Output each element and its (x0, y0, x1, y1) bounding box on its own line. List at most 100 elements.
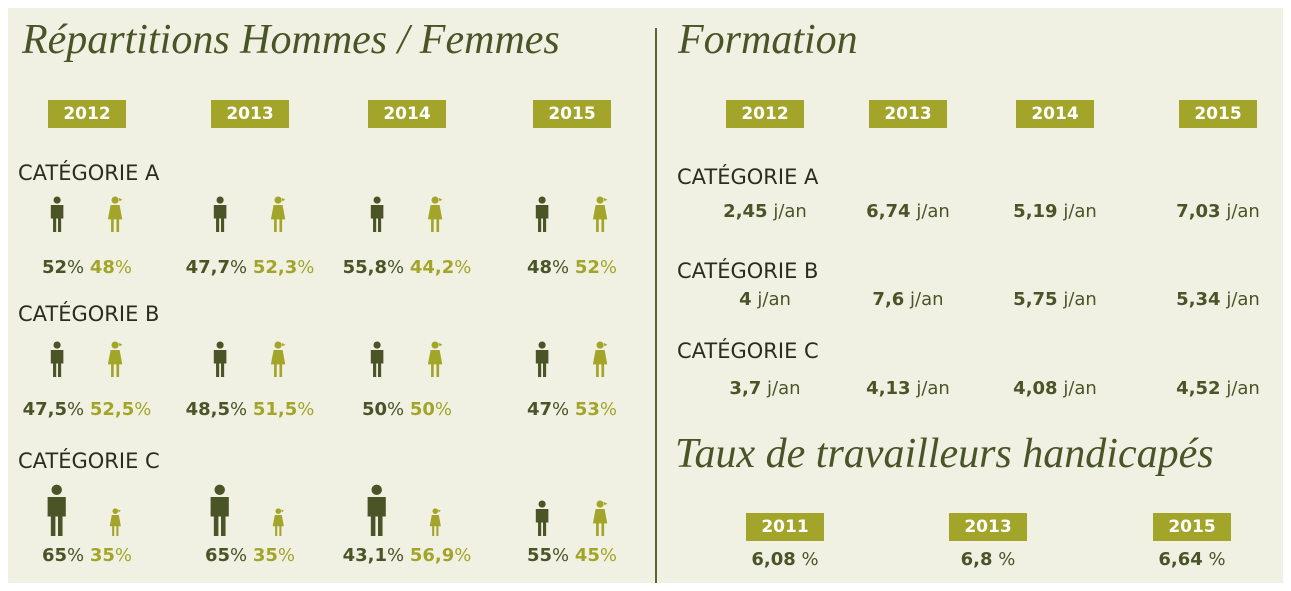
percent-pair: 47,7% 52,3% (186, 257, 315, 278)
percent-pair: 48,5% 51,5% (186, 399, 315, 420)
women-percent: 35 (89, 545, 115, 566)
women-percent: 52,3 (252, 257, 298, 278)
woman-icon (427, 341, 443, 377)
unit: % (67, 545, 85, 566)
unit: % (230, 257, 248, 278)
women-percent: 52,5 (89, 399, 135, 420)
unit: % (230, 399, 248, 420)
days: 7,6 (872, 289, 905, 310)
men-percent: 48,5 (185, 399, 231, 420)
unit: j/an (916, 378, 950, 399)
unit: j/an (767, 378, 801, 399)
days: 5,19 (1013, 201, 1058, 222)
women-percent: 51,5 (252, 399, 298, 420)
days: 5,34 (1176, 289, 1221, 310)
days: 4 (739, 289, 752, 310)
unit: % (552, 399, 570, 420)
unit: % (277, 545, 296, 566)
unit: % (434, 399, 453, 420)
unit: % (1208, 549, 1226, 570)
unit: j/an (757, 289, 791, 310)
unit: % (387, 399, 405, 420)
unit: % (387, 545, 405, 566)
men-percent: 52 (41, 257, 68, 278)
days: 3,7 (729, 378, 762, 399)
unit: % (297, 399, 315, 420)
unit: j/an (1063, 201, 1097, 222)
unit: j/an (1226, 289, 1260, 310)
percent-pair: 65% 35% (42, 545, 132, 566)
men-percent: 47,7 (185, 257, 231, 278)
section-title: Répartitions Hommes / Femmes (22, 17, 560, 63)
training-value: 7,6 j/an (872, 289, 943, 310)
category-label: CATÉGORIE A (18, 161, 160, 185)
men-percent: 48 (526, 257, 553, 278)
training-value: 2,45 j/an (723, 201, 807, 222)
man-icon (535, 500, 549, 536)
woman-icon (107, 341, 123, 377)
women-percent: 44,2 (409, 257, 455, 278)
unit: % (599, 257, 618, 278)
year-badge: 2014 (1016, 100, 1094, 128)
days: 7,03 (1176, 201, 1221, 222)
men-percent: 47 (526, 399, 553, 420)
unit: j/an (1063, 378, 1097, 399)
category-label: CATÉGORIE B (18, 302, 160, 326)
percent-pair: 48% 52% (527, 257, 617, 278)
woman-icon (272, 508, 284, 536)
women-percent: 50 (409, 399, 435, 420)
man-icon (367, 484, 387, 536)
days: 4,52 (1176, 378, 1221, 399)
percent-pair: 55,8% 44,2% (343, 257, 472, 278)
man-icon (535, 341, 549, 377)
training-value: 3,7 j/an (729, 378, 800, 399)
woman-icon (109, 508, 121, 536)
days: 2,45 (723, 201, 768, 222)
unit: % (599, 399, 618, 420)
woman-icon (592, 341, 608, 377)
men-percent: 55 (526, 545, 553, 566)
section-title: Taux de travailleurs handicapés (675, 431, 1214, 477)
year-badge: 2015 (1153, 513, 1231, 541)
rate: 6,08 (751, 549, 796, 570)
days: 5,75 (1013, 289, 1058, 310)
training-value: 5,34 j/an (1176, 289, 1260, 310)
panel: Répartitions Hommes / Femmes 2012 2013 2014… (8, 8, 1283, 583)
man-icon (370, 341, 384, 377)
category-label: CATÉGORIE C (677, 339, 819, 363)
unit: % (454, 545, 472, 566)
woman-icon (270, 196, 286, 232)
unit: % (230, 545, 248, 566)
year-badge: 2015 (533, 100, 611, 128)
year-badge: 2014 (368, 100, 446, 128)
percent-pair: 47,5% 52,5% (23, 399, 152, 420)
woman-icon (107, 196, 123, 232)
unit: % (454, 257, 472, 278)
unit: j/an (910, 289, 944, 310)
unit: % (67, 257, 85, 278)
unit: % (67, 399, 85, 420)
training-value: 4,52 j/an (1176, 378, 1260, 399)
unit: j/an (1226, 201, 1260, 222)
unit: % (552, 545, 570, 566)
man-icon (535, 196, 549, 232)
year-badge: 2012 (726, 100, 804, 128)
year-badge: 2011 (746, 513, 824, 541)
unit: % (801, 549, 819, 570)
percent-pair: 65% 35% (205, 545, 295, 566)
category-label: CATÉGORIE C (18, 449, 160, 473)
training-value: 4 j/an (739, 289, 791, 310)
man-icon (370, 196, 384, 232)
rate-value: 6,08 % (751, 549, 818, 570)
unit: % (998, 549, 1016, 570)
year-badge: 2013 (211, 100, 289, 128)
unit: j/an (916, 201, 950, 222)
unit: % (387, 257, 405, 278)
category-label: CATÉGORIE B (677, 259, 819, 283)
unit: j/an (1063, 289, 1097, 310)
woman-icon (429, 508, 441, 536)
training-value: 4,08 j/an (1013, 378, 1097, 399)
woman-icon (592, 500, 608, 536)
training-value: 4,13 j/an (866, 378, 950, 399)
section-title: Formation (678, 17, 858, 63)
